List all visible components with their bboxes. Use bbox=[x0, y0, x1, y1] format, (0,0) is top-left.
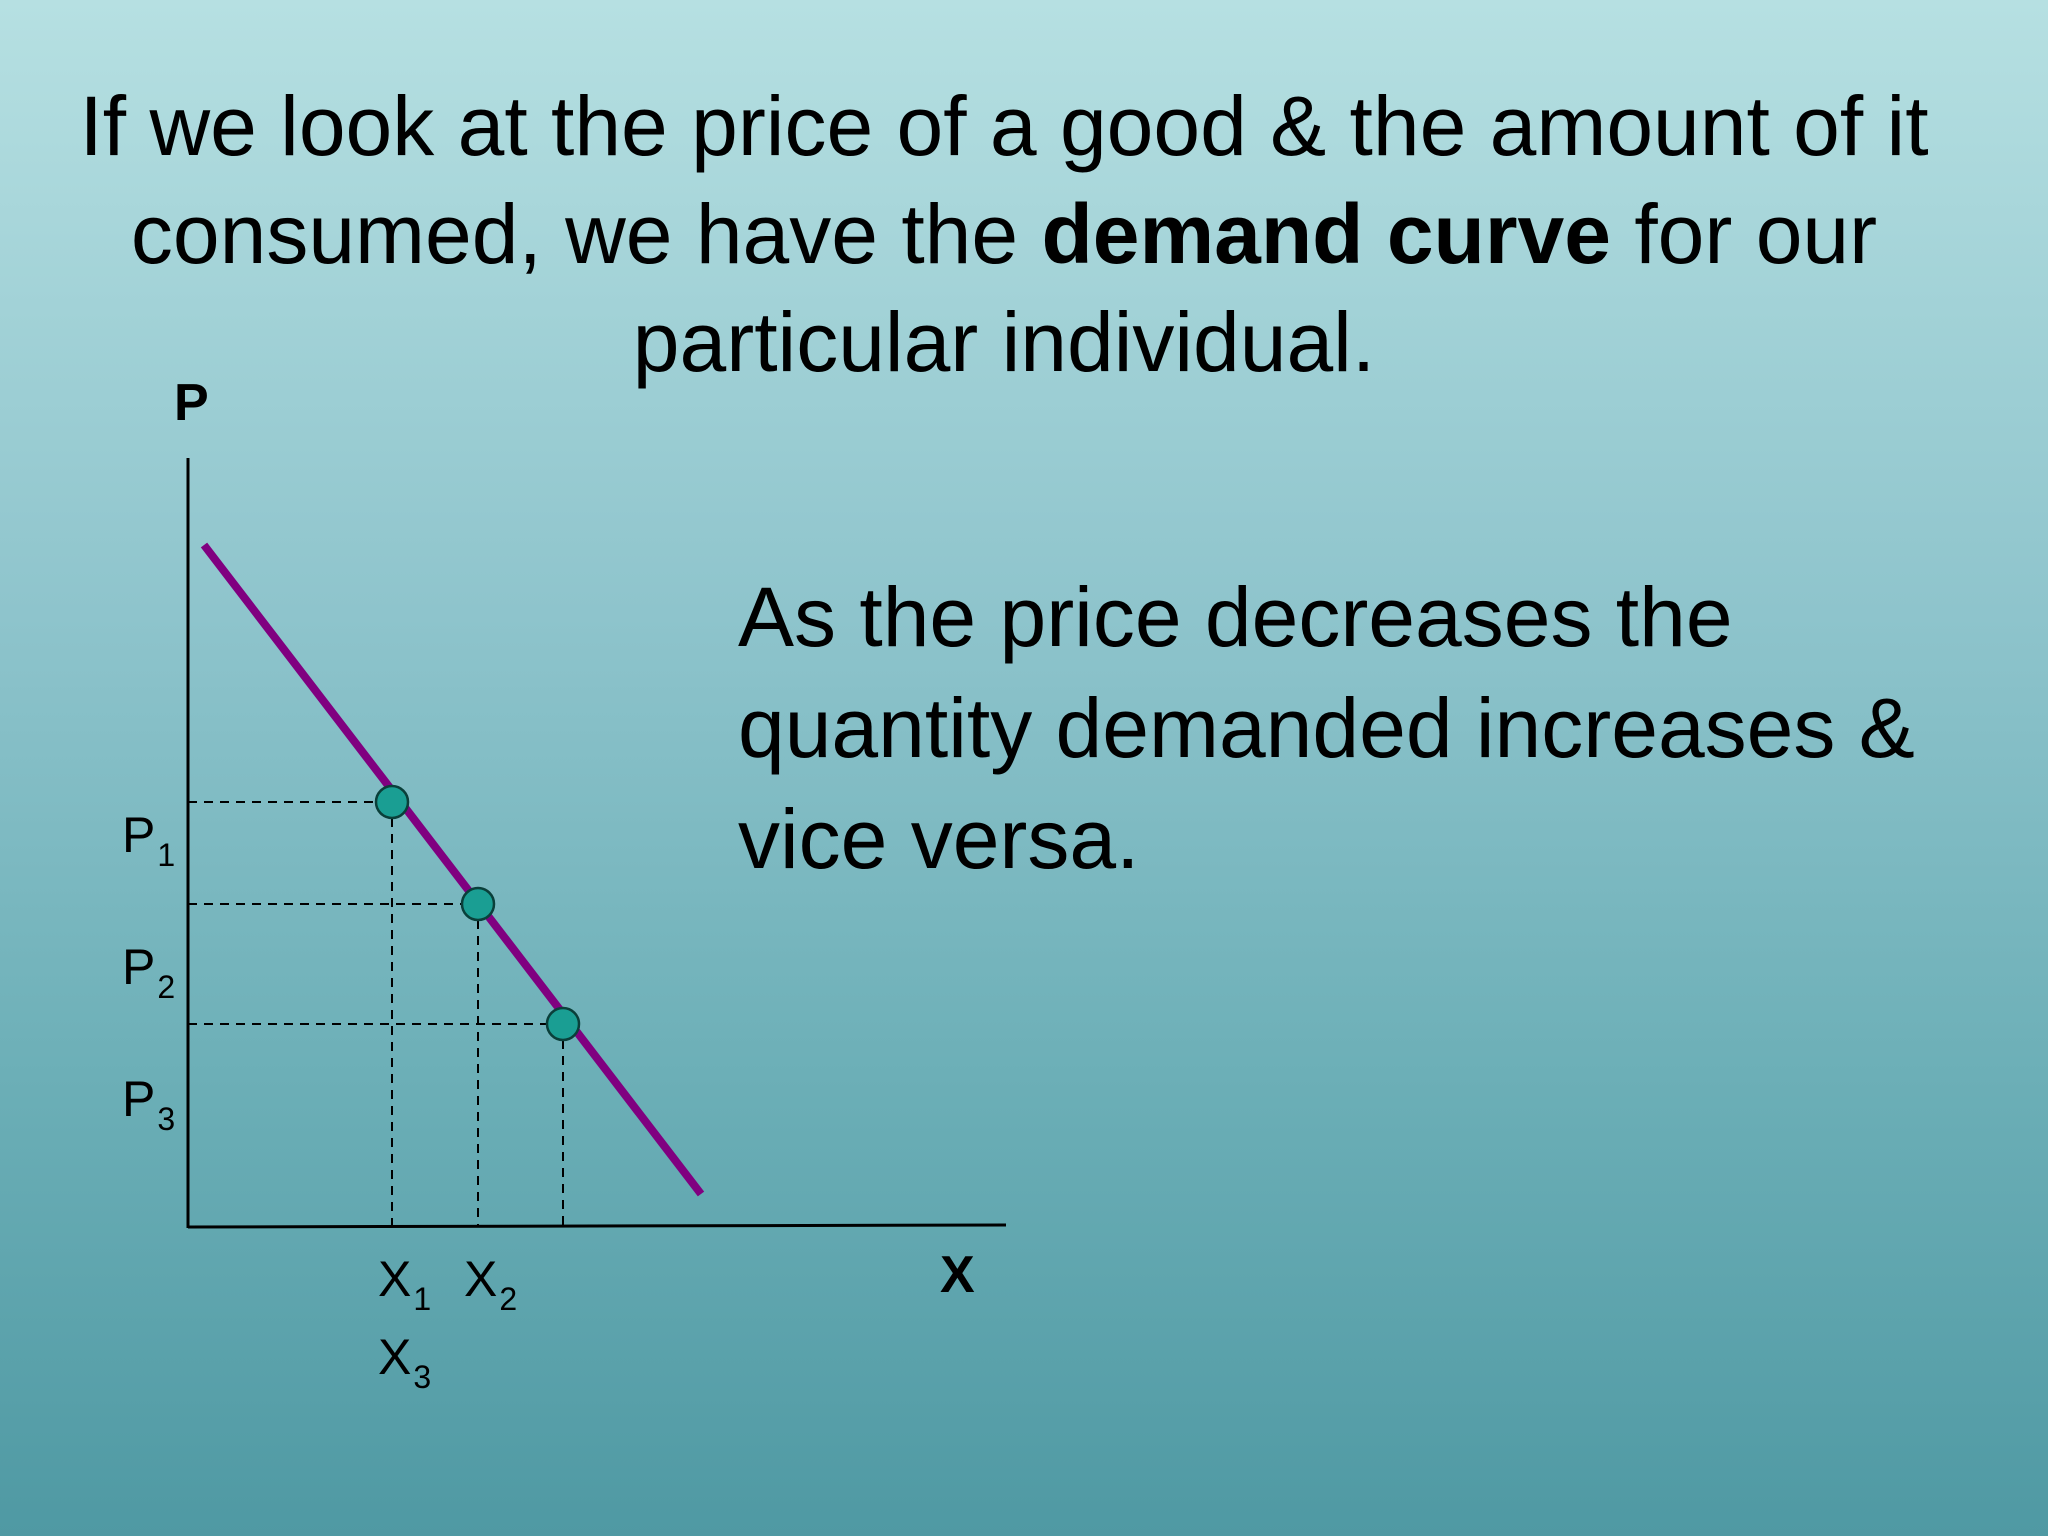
x-axis bbox=[187, 1223, 1007, 1229]
side-explanation-text: As the price decreases the quantity dema… bbox=[738, 570, 1915, 886]
price-label-p3: P3 bbox=[122, 1071, 175, 1137]
title-text-part2: for our particular individual. bbox=[632, 187, 1878, 389]
point-p2-x2 bbox=[460, 886, 496, 922]
point-p3-x3 bbox=[545, 1006, 581, 1042]
guide-lines bbox=[188, 801, 564, 1225]
title-bold-term: demand curve bbox=[1041, 187, 1611, 281]
quantity-label-x3: X3 bbox=[378, 1329, 431, 1395]
price-label-p2: P2 bbox=[122, 939, 175, 1005]
demand-curve bbox=[200, 542, 705, 1197]
point-p1-x1 bbox=[374, 784, 410, 820]
title-text-part1: If we look at the price of a good & the … bbox=[79, 79, 1929, 281]
quantity-label-x2: X2 bbox=[464, 1251, 517, 1317]
price-label-p1: P1 bbox=[122, 807, 175, 873]
quantity-label-x1: X1 bbox=[378, 1251, 431, 1317]
slide-title: If we look at the price of a good & the … bbox=[0, 72, 2008, 396]
x-axis-label: X bbox=[940, 1246, 975, 1304]
y-axis-label: P bbox=[174, 374, 209, 432]
